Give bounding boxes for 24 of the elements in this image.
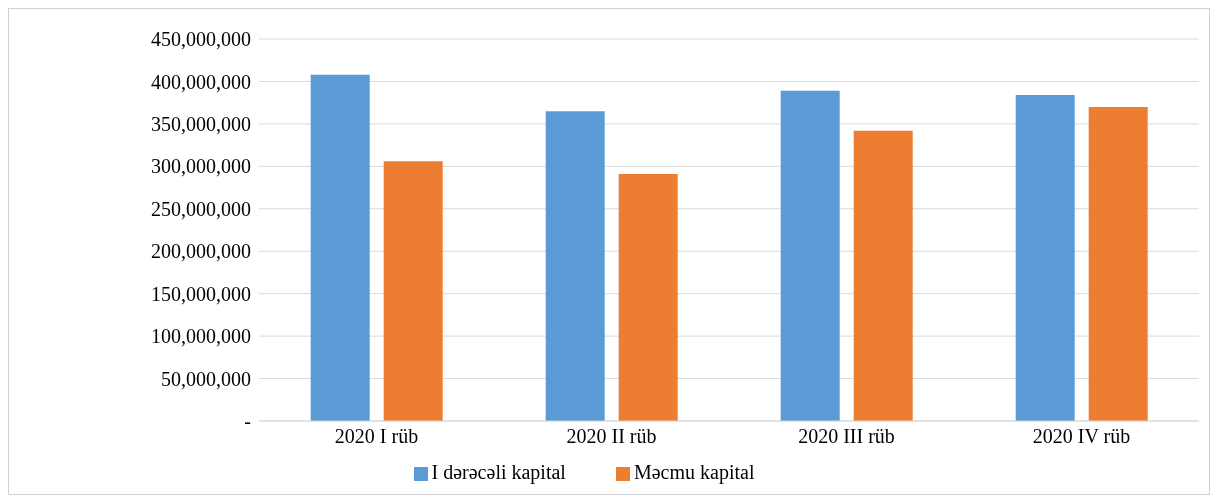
- bar: [618, 173, 678, 421]
- bar: [1088, 106, 1148, 421]
- y-tick-label: 350,000,000: [151, 112, 251, 135]
- y-tick-label: -: [244, 410, 251, 433]
- x-tick-label: 2020 IV rüb: [1032, 425, 1131, 448]
- y-tick-label: 200,000,000: [151, 240, 251, 263]
- legend-label: Məcmu kapital: [633, 461, 755, 483]
- bar: [780, 90, 840, 421]
- legend-label: I dərəcəli kapital: [431, 461, 566, 483]
- bar: [310, 74, 370, 421]
- y-tick-label: 100,000,000: [151, 325, 251, 348]
- x-tick-label: 2020 III rüb: [798, 425, 895, 448]
- bar: [853, 130, 913, 421]
- y-tick-label: 450,000,000: [151, 28, 251, 51]
- x-tick-label: 2020 II rüb: [566, 425, 657, 448]
- bar: [383, 161, 443, 421]
- bar: [1015, 95, 1075, 421]
- bar: [545, 111, 605, 421]
- x-tick-label: 2020 I rüb: [334, 425, 419, 448]
- y-tick-label: 50,000,000: [161, 367, 251, 390]
- y-tick-label: 150,000,000: [151, 282, 251, 305]
- y-tick-label: 250,000,000: [151, 197, 251, 220]
- y-tick-label: 300,000,000: [151, 155, 251, 178]
- y-tick-label: 400,000,000: [151, 70, 251, 93]
